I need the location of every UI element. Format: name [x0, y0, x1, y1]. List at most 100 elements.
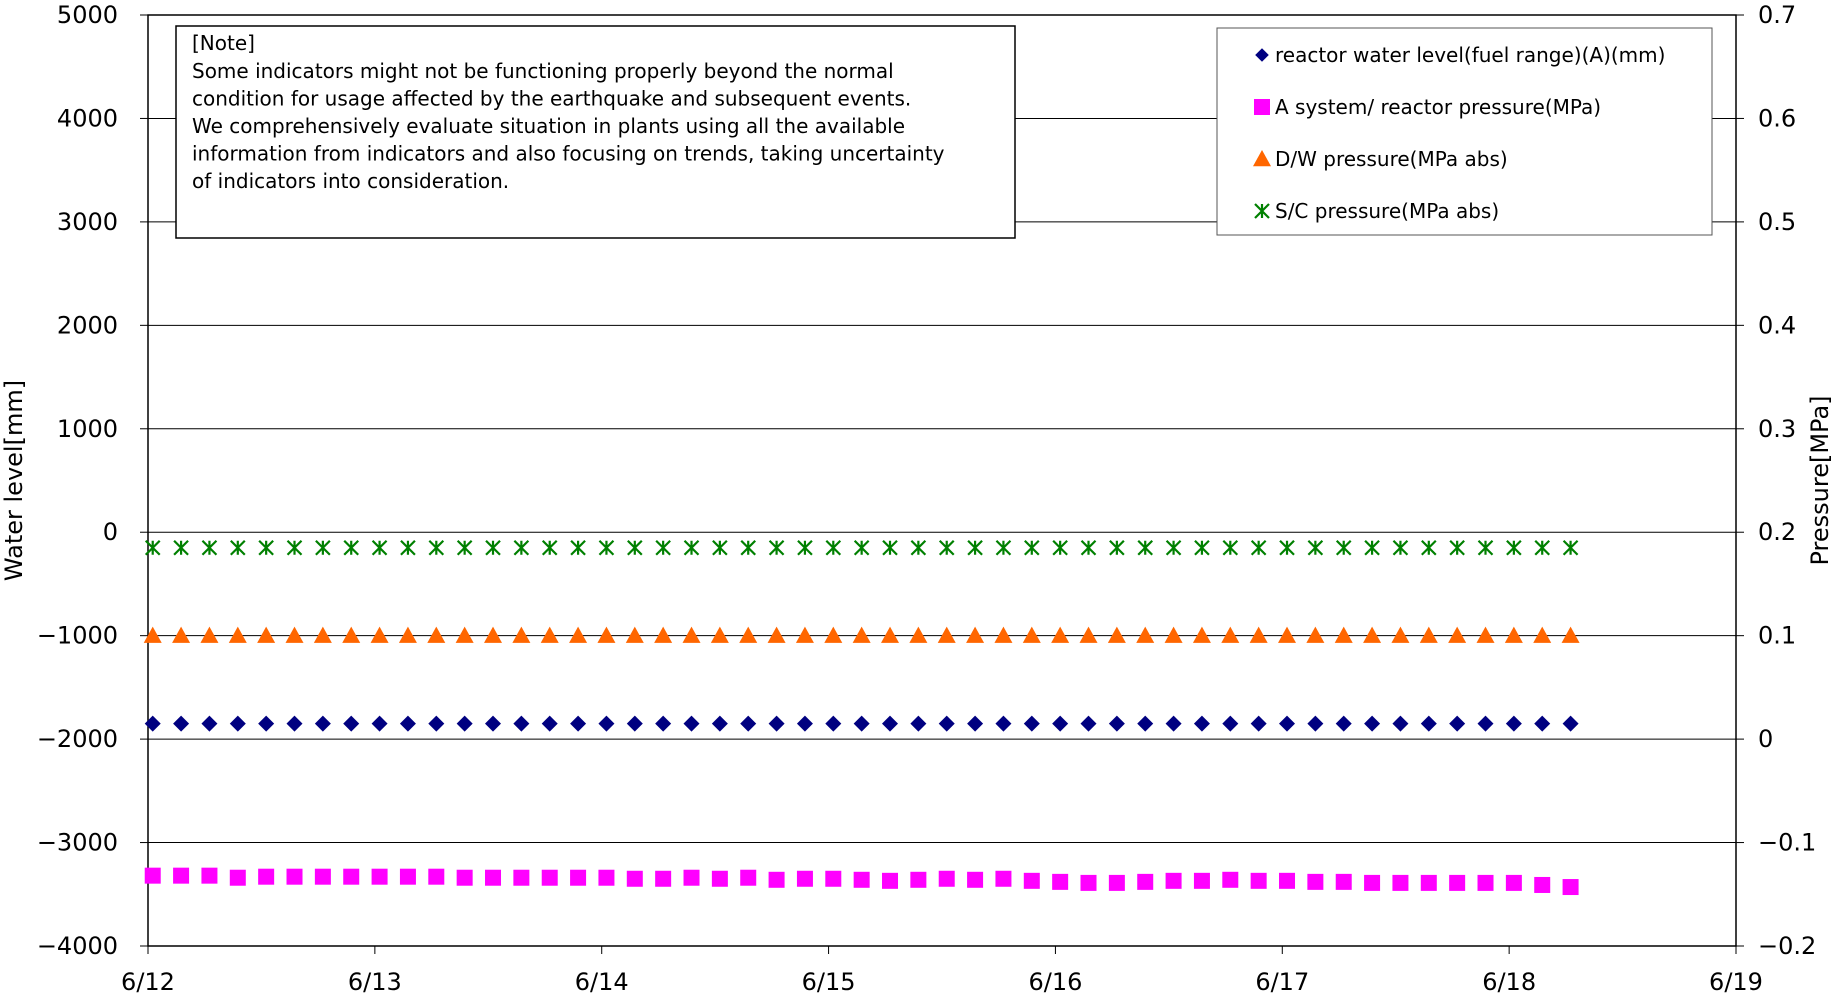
data-point [1307, 873, 1324, 890]
left-tick-label: −3000 [37, 829, 118, 857]
data-point [1024, 539, 1040, 556]
data-point [371, 715, 388, 732]
data-point [400, 539, 416, 556]
data-point [512, 626, 531, 643]
data-point [1420, 874, 1437, 891]
legend-marker [1254, 203, 1270, 219]
legend: reactor water level(fuel range)(A)(mm) A … [1216, 27, 1713, 236]
legend-marker [1254, 99, 1270, 115]
data-point [370, 626, 389, 643]
data-point [1449, 874, 1466, 891]
data-point [683, 715, 700, 732]
data-point [1419, 626, 1438, 643]
note-line: of indicators into consideration. [192, 169, 509, 193]
series-2 [144, 867, 1579, 896]
data-point [598, 539, 615, 556]
data-point [1363, 626, 1382, 643]
x-tick-label: 6/19 [1709, 968, 1763, 996]
data-point [315, 539, 331, 556]
legend-marker [1253, 150, 1271, 167]
data-point [569, 626, 588, 643]
data-point [852, 626, 871, 643]
data-point [1193, 715, 1210, 732]
data-point [513, 715, 530, 732]
right-tick-label: 0.4 [1758, 311, 1796, 339]
data-point [1505, 715, 1522, 732]
left-tick-label: −2000 [37, 725, 118, 753]
data-point [314, 868, 331, 885]
data-point [456, 539, 473, 556]
legend-item: D/W pressure(MPa abs) [1253, 147, 1508, 171]
right-tick-label: 0.1 [1758, 622, 1796, 650]
data-point [853, 715, 870, 732]
data-point [825, 870, 842, 887]
data-point [286, 868, 303, 885]
data-point [627, 539, 643, 556]
data-point [1193, 872, 1210, 889]
left-tick-label: 5000 [57, 1, 118, 29]
data-point [258, 539, 274, 556]
data-point [1562, 879, 1579, 896]
data-point [173, 715, 190, 732]
data-point [938, 715, 955, 732]
data-point [485, 539, 501, 556]
data-point [1051, 626, 1070, 643]
data-point [1164, 626, 1183, 643]
data-point [910, 539, 927, 556]
right-tick-label: 0.3 [1758, 415, 1796, 443]
data-point [1137, 715, 1154, 732]
legend-label: S/C pressure(MPa abs) [1275, 199, 1499, 223]
x-tick-label: 6/15 [802, 968, 856, 996]
data-point [172, 626, 191, 643]
series-4 [144, 539, 1579, 556]
data-point [966, 626, 985, 643]
data-point [1505, 874, 1522, 891]
data-point [1108, 874, 1125, 891]
left-tick-label: 3000 [57, 208, 118, 236]
right-tick-label: 0.5 [1758, 208, 1796, 236]
data-point [1307, 539, 1324, 556]
data-point [1364, 874, 1381, 891]
data-point [1533, 626, 1552, 643]
data-point [1165, 539, 1182, 556]
data-point [342, 626, 361, 643]
data-point [230, 539, 246, 556]
data-point [1250, 715, 1267, 732]
data-point [1278, 626, 1297, 643]
data-point [570, 539, 586, 556]
data-point [882, 539, 898, 556]
data-point [825, 539, 842, 556]
data-point [1335, 873, 1352, 890]
data-point [825, 715, 842, 732]
legend-item: A system/ reactor pressure(MPa) [1254, 95, 1601, 119]
data-point [1108, 715, 1125, 732]
data-point [1477, 539, 1494, 556]
data-point [1136, 626, 1155, 643]
legend-label: A system/ reactor pressure(MPa) [1275, 95, 1601, 119]
data-point [371, 539, 388, 556]
data-point [1222, 539, 1239, 556]
data-point [1080, 539, 1097, 556]
data-point [795, 626, 814, 643]
data-point [1023, 872, 1040, 889]
left-tick-label: 0 [103, 518, 118, 546]
data-point [1165, 872, 1182, 889]
right-axis-tick-labels: 0.7 0.6 0.5 0.4 0.3 0.2 0.1 0 −0.1 −0.2 [1758, 1, 1816, 960]
data-point [1420, 715, 1437, 732]
data-point [1534, 876, 1551, 893]
data-point [258, 715, 275, 732]
data-point [1392, 715, 1409, 732]
data-point [371, 868, 388, 885]
data-point [1561, 626, 1580, 643]
data-point [541, 539, 558, 556]
right-tick-label: −0.2 [1758, 932, 1816, 960]
data-point [1448, 626, 1467, 643]
data-point [853, 539, 870, 556]
data-point [740, 869, 757, 886]
data-point [625, 626, 644, 643]
data-point [513, 869, 530, 886]
data-point [428, 539, 445, 556]
data-point [1222, 871, 1239, 888]
data-point [740, 539, 757, 556]
